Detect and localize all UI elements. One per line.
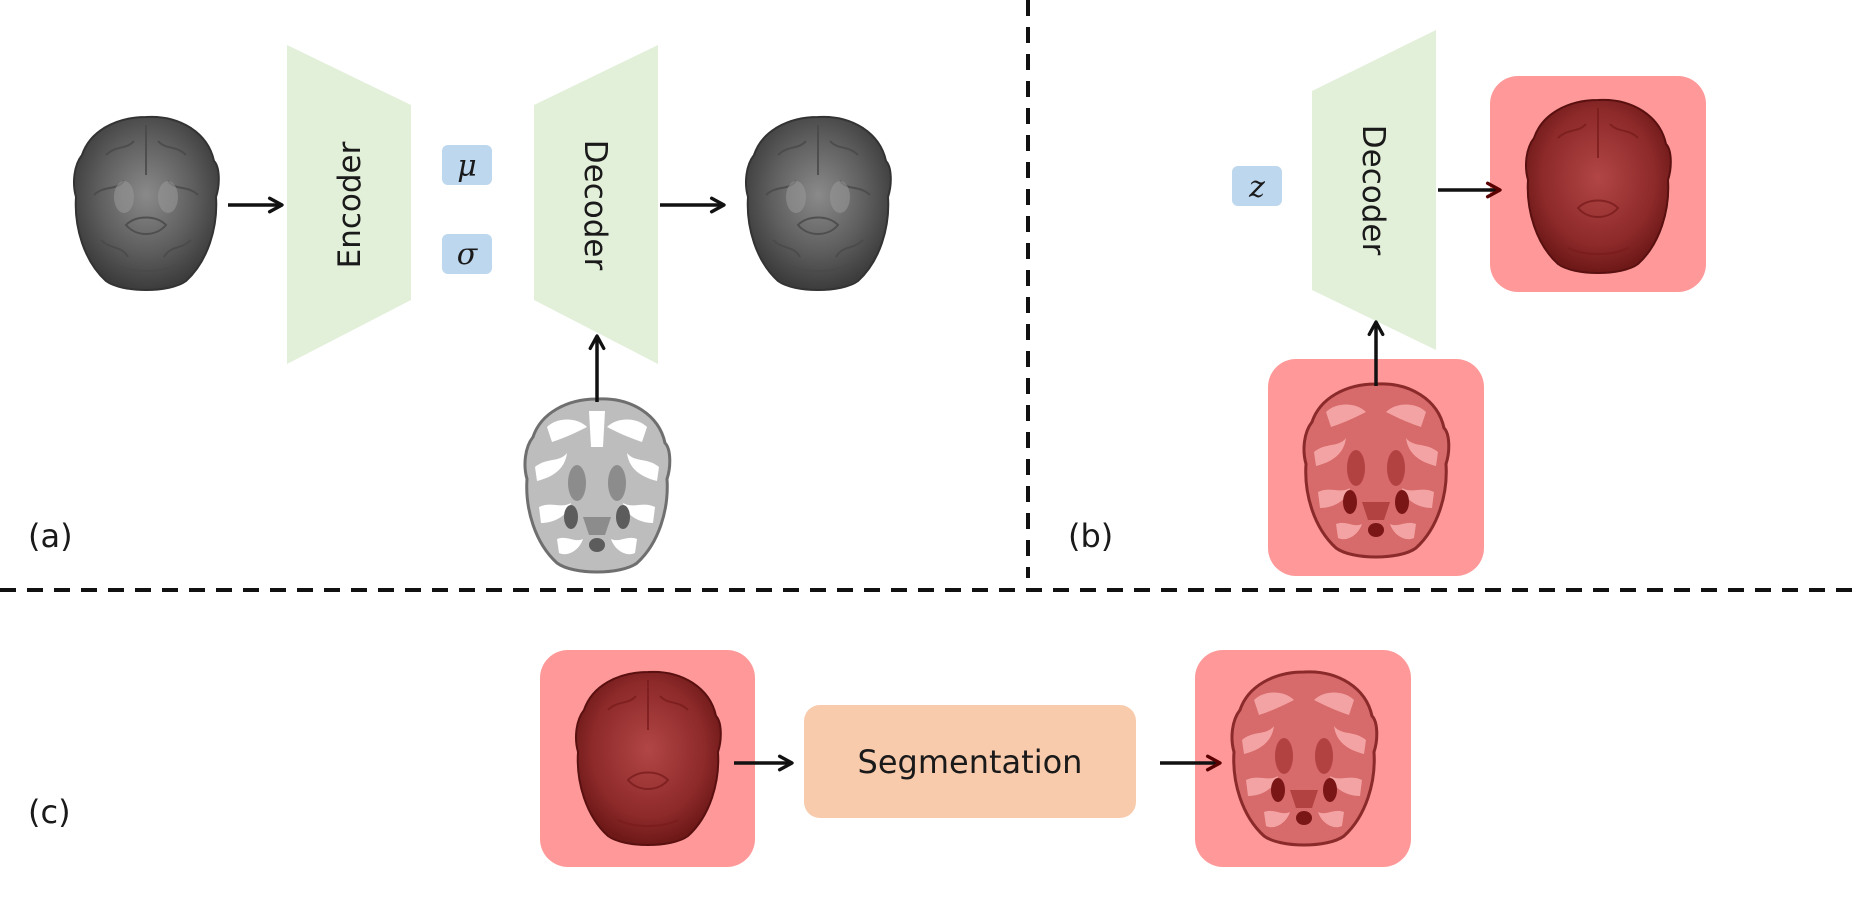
z-box — [1232, 166, 1282, 206]
output-seg-brain-image — [1232, 672, 1377, 845]
panel-b: z Decoder (b) — [1068, 30, 1706, 576]
decoder-label: Decoder — [577, 140, 613, 271]
reconstructed-brain-image — [746, 117, 891, 290]
label-map-brain-image — [1304, 384, 1449, 557]
panel-c: Segmentation (c) — [28, 650, 1411, 867]
sigma-box — [442, 234, 492, 274]
panel-a: Encoder μ σ Decoder (a) — [28, 45, 891, 572]
encoder-block — [287, 45, 411, 364]
panel-b-label: (b) — [1068, 517, 1113, 555]
z-symbol: z — [1248, 170, 1265, 205]
segmentation-map-image — [525, 399, 670, 572]
decoder-block — [534, 45, 658, 364]
panel-c-label: (c) — [28, 793, 71, 831]
mu-symbol: μ — [457, 149, 477, 184]
decoder-label-b: Decoder — [1355, 125, 1391, 256]
decoder-block-b — [1312, 30, 1436, 350]
segmentation-box — [804, 705, 1136, 818]
sigma-symbol: σ — [457, 237, 479, 272]
input-brain-image — [74, 117, 219, 290]
encoder-label: Encoder — [332, 141, 368, 268]
synthetic-brain-image — [1526, 100, 1671, 273]
segmentation-label: Segmentation — [858, 743, 1083, 781]
panel-a-label: (a) — [28, 517, 73, 555]
mu-box — [442, 145, 492, 185]
input-red-brain-image — [576, 672, 721, 845]
